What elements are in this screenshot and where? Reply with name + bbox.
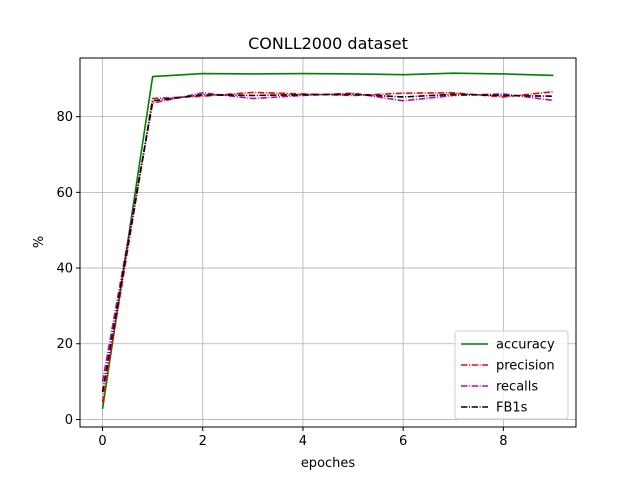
y-tick-label: 80 <box>56 110 73 125</box>
x-tick-label: 6 <box>399 434 407 449</box>
y-tick-label: 60 <box>56 186 73 201</box>
legend-label-fb1s: FB1s <box>496 401 528 416</box>
legend: accuracy precision recalls FB1s <box>454 330 569 420</box>
chart-title: CONLL2000 dataset <box>248 34 408 53</box>
legend-label-recalls: recalls <box>496 380 538 395</box>
y-tick-label: 20 <box>56 337 73 352</box>
x-axis-label: epoches <box>301 456 356 471</box>
y-tick-label: 0 <box>65 413 73 428</box>
x-tick-label: 4 <box>299 434 307 449</box>
y-tick-label: 40 <box>56 262 73 277</box>
legend-box <box>454 330 569 420</box>
legend-label-accuracy: accuracy <box>496 338 555 353</box>
legend-label-precision: precision <box>496 359 555 374</box>
y-axis-label: % <box>32 236 47 248</box>
x-tick-label: 0 <box>98 434 106 449</box>
x-tick-label: 8 <box>499 434 507 449</box>
x-tick-label: 2 <box>199 434 207 449</box>
series-line-accuracy <box>101 72 554 409</box>
series-line-fb1s <box>101 93 554 393</box>
axes-frame <box>79 57 577 428</box>
